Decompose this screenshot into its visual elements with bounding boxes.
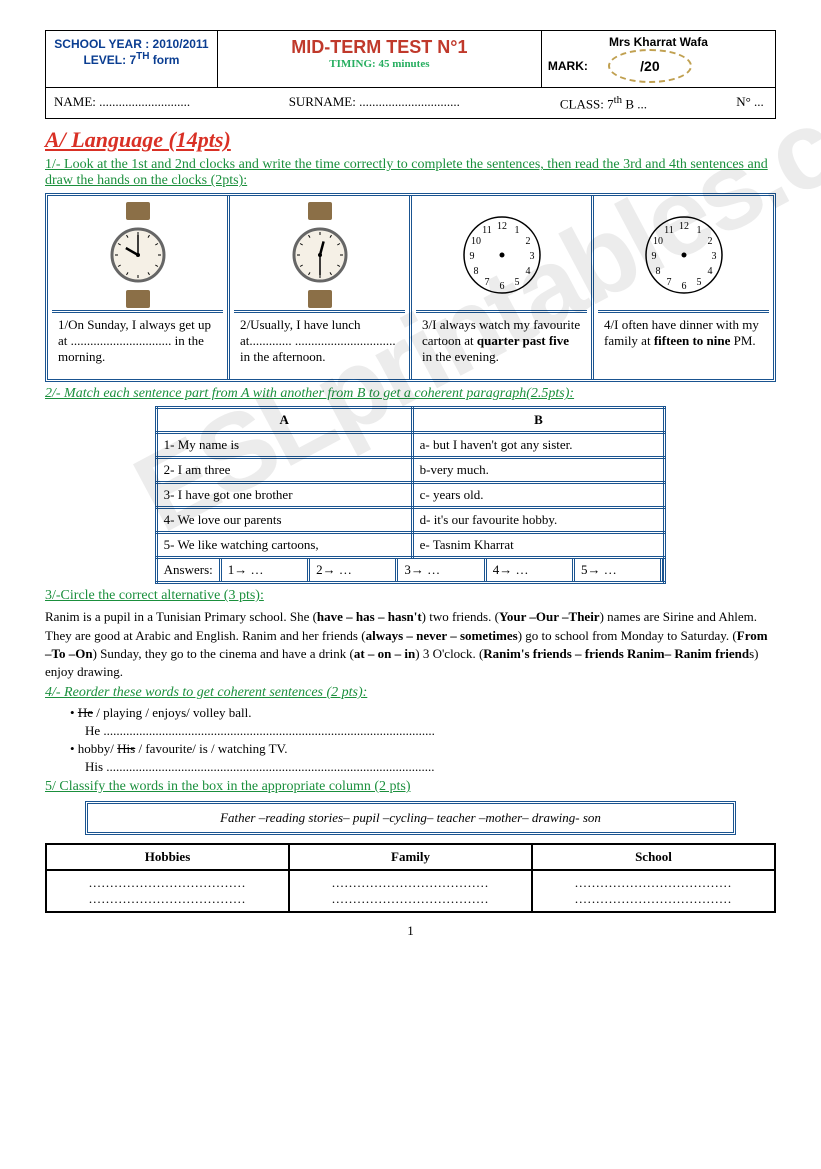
svg-text:12: 12 (497, 221, 507, 232)
page-number: 1 (45, 923, 776, 939)
svg-text:10: 10 (471, 236, 481, 247)
svg-text:8: 8 (473, 266, 478, 277)
category-header: Family (289, 844, 532, 870)
q3-instruction: 3/-Circle the correct alternative (3 pts… (45, 588, 776, 604)
clock-cell: 2/Usually, I have lunch at............. … (230, 196, 412, 379)
match-cell: d- it's our favourite hobby. (412, 508, 665, 533)
svg-text:5: 5 (514, 277, 519, 288)
level: LEVEL: 7 (83, 53, 136, 67)
match-cell: a- but I haven't got any sister. (412, 433, 665, 458)
col-b: B (412, 408, 665, 433)
class-field: CLASS: 7 (560, 96, 614, 111)
clock-cell: 123456789101112 4/I often have dinner wi… (594, 196, 773, 379)
q4-instruction: 4/- Reorder these words to get coherent … (45, 685, 776, 701)
q1-instruction: 1/- Look at the 1st and 2nd clocks and w… (45, 157, 776, 189)
answer-slot: 1→ … (222, 559, 310, 581)
svg-text:1: 1 (514, 225, 519, 236)
word-box: Father –reading stories– pupil –cycling–… (85, 801, 736, 835)
category-header: Hobbies (46, 844, 289, 870)
col-a: A (156, 408, 412, 433)
name-field: NAME: ............................ (46, 92, 281, 114)
watch-icon (98, 200, 178, 310)
svg-text:10: 10 (653, 236, 663, 247)
svg-text:4: 4 (525, 266, 530, 277)
reorder-item: • hobby/ His / favourite/ is / watching … (70, 741, 776, 757)
clock-desc: 3/I always watch my favourite cartoon at… (416, 310, 587, 375)
category-cell: ........................................… (289, 870, 532, 912)
answer-line: His ....................................… (85, 759, 776, 775)
number-field: N° ... (728, 92, 772, 114)
reorder-item: • He / playing / enjoys/ volley ball. (70, 705, 776, 721)
mark-label: MARK: (548, 59, 588, 73)
clock-desc: 4/I often have dinner with my family at … (598, 310, 769, 375)
match-cell: 4- We love our parents (156, 508, 412, 533)
svg-text:2: 2 (707, 236, 712, 247)
clock-cell: 123456789101112 3/I always watch my favo… (412, 196, 594, 379)
clock-grid: 1/On Sunday, I always get up at ........… (45, 193, 776, 382)
q2-instruction: 2/- Match each sentence part from A with… (45, 386, 776, 402)
match-cell: e- Tasnim Kharrat (412, 533, 665, 558)
category-table: HobbiesFamilySchool ....................… (45, 843, 776, 913)
match-cell: 2- I am three (156, 458, 412, 483)
level-sup: TH (136, 51, 149, 62)
match-cell: 3- I have got one brother (156, 483, 412, 508)
match-table: AB1- My name isa- but I haven't got any … (155, 406, 667, 584)
svg-text:7: 7 (666, 277, 671, 288)
svg-text:12: 12 (679, 221, 689, 232)
clock-desc: 1/On Sunday, I always get up at ........… (52, 310, 223, 375)
teacher: Mrs Kharrat Wafa (548, 35, 769, 49)
svg-text:2: 2 (525, 236, 530, 247)
clock-icon: 123456789101112 (457, 210, 547, 300)
q3-text: Ranim is a pupil in a Tunisian Primary s… (45, 608, 776, 681)
svg-text:11: 11 (482, 225, 492, 236)
class-suffix: B ... (622, 96, 647, 111)
test-title: MID-TERM TEST N°1 (224, 37, 535, 58)
mark-oval: /20 (608, 49, 692, 83)
section-heading: A/ Language (14pts) (45, 127, 776, 153)
svg-text:4: 4 (707, 266, 712, 277)
match-cell: b-very much. (412, 458, 665, 483)
svg-text:6: 6 (499, 281, 504, 292)
match-cell: 1- My name is (156, 433, 412, 458)
match-cell: 5- We like watching cartoons, (156, 533, 412, 558)
category-cell: ........................................… (46, 870, 289, 912)
clock-desc: 2/Usually, I have lunch at............. … (234, 310, 405, 375)
clock-icon: 123456789101112 (639, 210, 729, 300)
timing: TIMING: 45 minutes (224, 58, 535, 70)
answer-slot: 5→ … (575, 559, 663, 581)
answer-slot: 3→ … (398, 559, 486, 581)
answer-line: He .....................................… (85, 723, 776, 739)
answer-slot: 2→ … (310, 559, 398, 581)
svg-text:5: 5 (696, 277, 701, 288)
class-sup: th (614, 94, 622, 106)
svg-text:1: 1 (696, 225, 701, 236)
svg-text:8: 8 (655, 266, 660, 277)
q5-instruction: 5/ Classify the words in the box in the … (45, 779, 776, 795)
svg-text:3: 3 (711, 251, 716, 262)
school-year: SCHOOL YEAR : 2010/2011 (52, 37, 211, 51)
svg-text:9: 9 (651, 251, 656, 262)
svg-text:7: 7 (484, 277, 489, 288)
svg-text:9: 9 (469, 251, 474, 262)
level-suffix: form (149, 53, 179, 67)
svg-text:3: 3 (529, 251, 534, 262)
clock-cell: 1/On Sunday, I always get up at ........… (48, 196, 230, 379)
category-cell: ........................................… (532, 870, 775, 912)
answers-label: Answers: (158, 559, 222, 581)
answer-slot: 4→ … (487, 559, 575, 581)
surname-field: SURNAME: ............................... (281, 92, 552, 114)
svg-text:6: 6 (681, 281, 686, 292)
category-header: School (532, 844, 775, 870)
watch-icon (280, 200, 360, 310)
header-table: SCHOOL YEAR : 2010/2011 LEVEL: 7TH form … (45, 30, 776, 119)
match-cell: c- years old. (412, 483, 665, 508)
svg-text:11: 11 (664, 225, 674, 236)
